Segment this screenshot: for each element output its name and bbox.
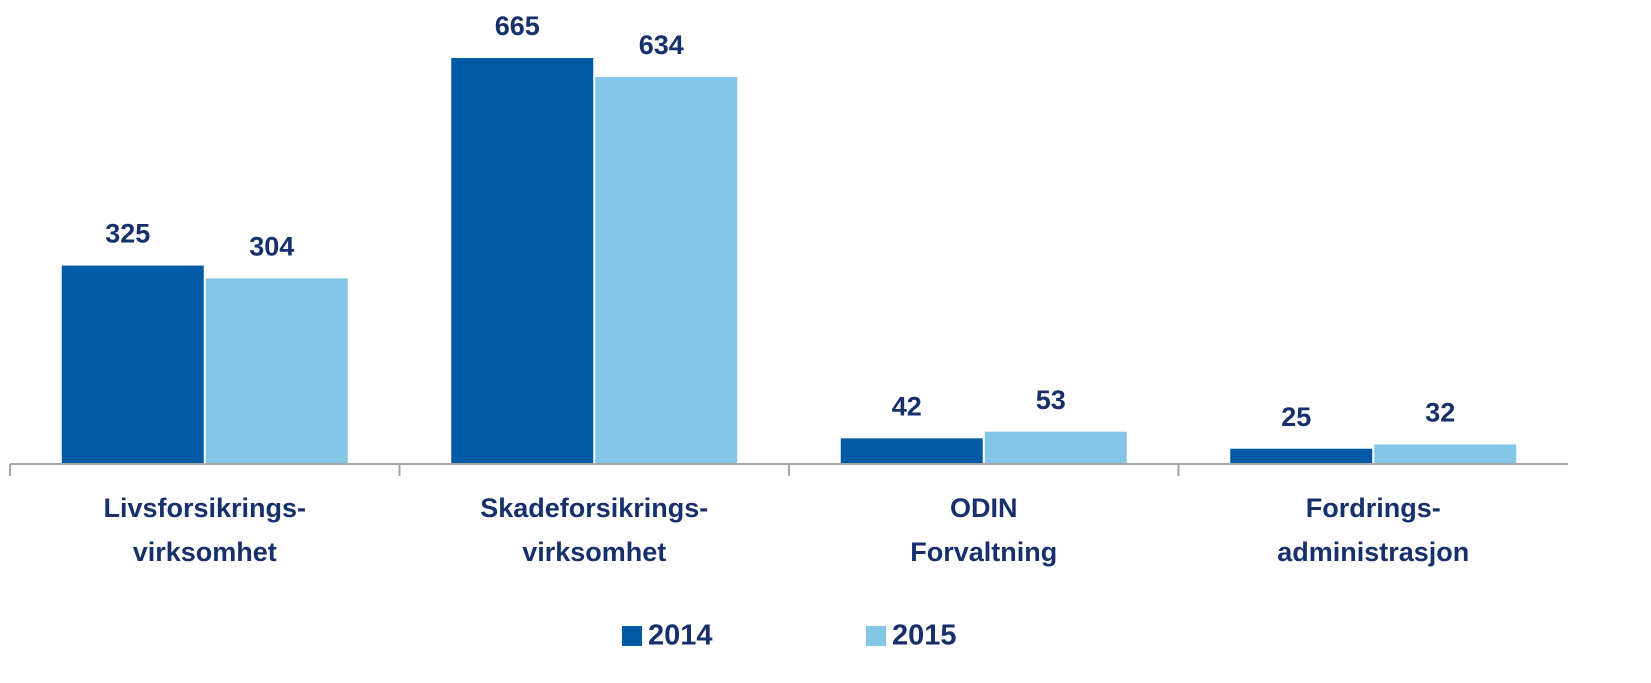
data-label: 32 — [1425, 398, 1455, 428]
x-tick-label: Fordrings- — [1306, 493, 1441, 523]
data-label: 304 — [249, 232, 294, 262]
x-tick-label: virksomhet — [133, 537, 277, 567]
data-label: 665 — [495, 11, 540, 41]
bar — [984, 431, 1127, 464]
legend-label: 2014 — [648, 620, 713, 652]
x-tick-label: Livsforsikrings- — [103, 493, 306, 523]
data-label: 53 — [1036, 385, 1066, 415]
x-tick-label: administrasjon — [1277, 537, 1469, 567]
data-label: 25 — [1281, 402, 1311, 432]
data-label: 634 — [639, 30, 684, 60]
legend-swatch — [622, 626, 642, 646]
bar — [1374, 444, 1517, 464]
x-tick-label: Skadeforsikrings- — [480, 493, 708, 523]
x-tick-label: virksomhet — [522, 537, 666, 567]
data-label: 325 — [105, 219, 150, 249]
legend-label: 2015 — [892, 620, 957, 652]
data-label: 42 — [892, 391, 922, 421]
bar — [451, 58, 594, 464]
bar — [840, 438, 983, 464]
bar — [205, 278, 348, 464]
bar — [61, 265, 204, 464]
legend-swatch — [866, 626, 886, 646]
x-tick-label: Forvaltning — [910, 537, 1057, 567]
x-tick-label: ODIN — [950, 493, 1018, 523]
bar — [595, 76, 738, 464]
bar — [1230, 448, 1373, 464]
